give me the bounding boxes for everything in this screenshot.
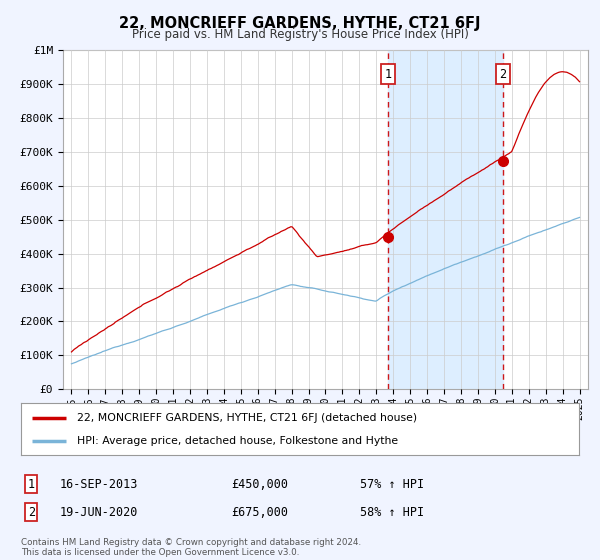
Text: 2: 2	[499, 68, 506, 81]
Text: 22, MONCRIEFF GARDENS, HYTHE, CT21 6FJ: 22, MONCRIEFF GARDENS, HYTHE, CT21 6FJ	[119, 16, 481, 31]
Text: 19-JUN-2020: 19-JUN-2020	[60, 506, 139, 519]
Text: 1: 1	[28, 478, 35, 491]
Bar	[388, 50, 503, 389]
Text: Contains HM Land Registry data © Crown copyright and database right 2024.
This d: Contains HM Land Registry data © Crown c…	[21, 538, 361, 557]
Text: 16-SEP-2013: 16-SEP-2013	[60, 478, 139, 491]
Text: 2: 2	[28, 506, 35, 519]
Text: Price paid vs. HM Land Registry's House Price Index (HPI): Price paid vs. HM Land Registry's House …	[131, 28, 469, 41]
Text: £450,000: £450,000	[231, 478, 288, 491]
Text: £675,000: £675,000	[231, 506, 288, 519]
Text: 57% ↑ HPI: 57% ↑ HPI	[360, 478, 424, 491]
Text: 1: 1	[385, 68, 392, 81]
Text: HPI: Average price, detached house, Folkestone and Hythe: HPI: Average price, detached house, Folk…	[77, 436, 398, 446]
Text: 58% ↑ HPI: 58% ↑ HPI	[360, 506, 424, 519]
Text: 22, MONCRIEFF GARDENS, HYTHE, CT21 6FJ (detached house): 22, MONCRIEFF GARDENS, HYTHE, CT21 6FJ (…	[77, 413, 417, 423]
